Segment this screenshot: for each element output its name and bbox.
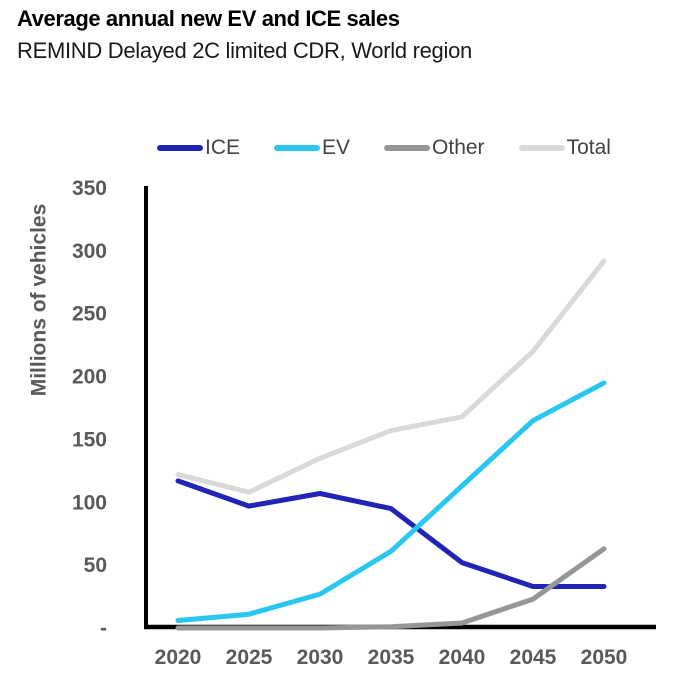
y-axis-title: Millions of vehicles — [27, 204, 50, 397]
legend-label-ev: EV — [322, 136, 351, 159]
series-line-total — [175, 258, 607, 495]
series-line-ice — [175, 478, 607, 589]
chart-legend: ICE EV Other Total — [157, 137, 611, 158]
x-tick-label: 2020 — [155, 646, 202, 669]
legend-item-ice: ICE — [157, 137, 240, 158]
y-tick-label: 250 — [72, 303, 107, 326]
x-tick-label: 2035 — [368, 646, 415, 669]
legend-label-ice: ICE — [205, 136, 241, 159]
y-tick-label: 50 — [84, 554, 107, 577]
legend-item-other: Other — [384, 137, 485, 158]
series-line-other — [175, 546, 607, 631]
y-tick-label: 150 — [72, 428, 107, 451]
x-tick-label: 2030 — [297, 646, 344, 669]
legend-swatch-total — [518, 144, 565, 151]
legend-item-ev: EV — [274, 137, 350, 158]
y-tick-label: 200 — [72, 366, 107, 389]
legend-item-total: Total — [518, 136, 611, 159]
y-tick-label: 100 — [72, 491, 107, 514]
legend-swatch-other — [384, 144, 431, 151]
legend-label-total: Total — [566, 136, 611, 159]
y-tick-label: 300 — [72, 240, 107, 263]
chart-title: Average annual new EV and ICE sales — [17, 6, 400, 31]
x-tick-label: 2045 — [510, 646, 557, 669]
y-tick-label: - — [100, 617, 107, 640]
x-tick-label: 2040 — [439, 646, 486, 669]
y-tick-label: 350 — [72, 177, 107, 200]
chart-subtitle: REMIND Delayed 2C limited CDR, World reg… — [17, 38, 472, 63]
x-tick-label: 2050 — [581, 646, 628, 669]
legend-swatch-ice — [157, 144, 203, 151]
x-tick-label: 2025 — [226, 646, 273, 669]
legend-swatch-ev — [274, 144, 321, 151]
legend-label-other: Other — [432, 136, 485, 159]
series-line-ev — [175, 380, 607, 623]
